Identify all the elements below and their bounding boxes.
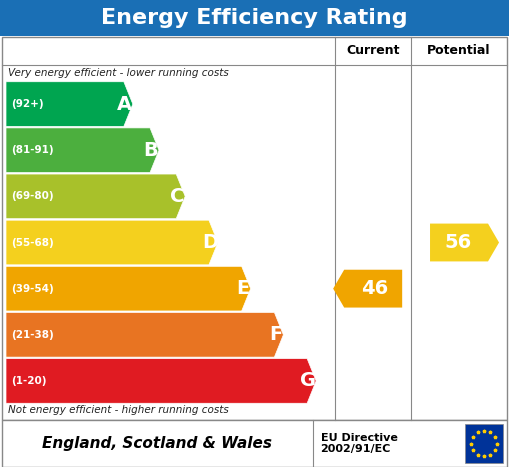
Text: A: A <box>117 95 132 113</box>
Text: 56: 56 <box>444 233 471 252</box>
Text: C: C <box>170 187 184 206</box>
Text: Very energy efficient - lower running costs: Very energy efficient - lower running co… <box>8 68 229 78</box>
Polygon shape <box>6 266 250 311</box>
Polygon shape <box>6 359 316 403</box>
Text: 46: 46 <box>361 279 388 298</box>
Text: (55-68): (55-68) <box>11 238 54 248</box>
Text: G: G <box>300 371 316 390</box>
Text: (69-80): (69-80) <box>11 191 53 201</box>
Text: EU Directive
2002/91/EC: EU Directive 2002/91/EC <box>321 433 398 454</box>
Text: F: F <box>269 325 282 344</box>
Polygon shape <box>6 174 185 219</box>
Text: Energy Efficiency Rating: Energy Efficiency Rating <box>101 8 408 28</box>
Polygon shape <box>6 220 218 265</box>
Bar <box>0 0 509 36</box>
Text: Potential: Potential <box>427 44 491 57</box>
Bar <box>2 420 507 467</box>
Text: (39-54): (39-54) <box>11 283 54 294</box>
Bar <box>2 37 507 420</box>
Polygon shape <box>6 312 284 357</box>
Text: Not energy efficient - higher running costs: Not energy efficient - higher running co… <box>8 405 229 415</box>
Text: Current: Current <box>347 44 400 57</box>
Text: (81-91): (81-91) <box>11 145 53 155</box>
Polygon shape <box>430 224 499 262</box>
Bar <box>465 424 503 463</box>
Text: (92+): (92+) <box>11 99 44 109</box>
Text: England, Scotland & Wales: England, Scotland & Wales <box>42 436 272 451</box>
Text: B: B <box>144 141 158 160</box>
Polygon shape <box>6 128 159 172</box>
Text: D: D <box>202 233 218 252</box>
Text: (1-20): (1-20) <box>11 376 46 386</box>
Polygon shape <box>6 82 133 127</box>
Text: E: E <box>236 279 249 298</box>
Text: (21-38): (21-38) <box>11 330 54 340</box>
Polygon shape <box>333 270 402 308</box>
